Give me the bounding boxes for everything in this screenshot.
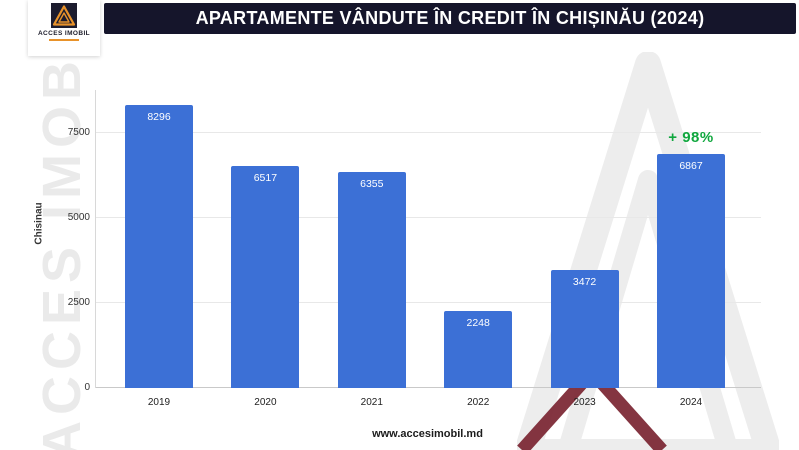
x-tick-label: 2019 (147, 397, 171, 408)
bar-2020: 6517 (231, 166, 300, 388)
x-tick-label: 2022 (467, 397, 490, 408)
bar-value-label: 6867 (679, 160, 703, 173)
x-tick-label: 2021 (360, 397, 383, 408)
chart-title-bar: APARTAMENTE VÂNDUTE ÎN CREDIT ÎN CHIȘINĂ… (104, 3, 796, 34)
logo-card: ACCES IMOBIL (28, 0, 100, 56)
bar-2024: 6867 (657, 154, 725, 388)
y-tick-label: 5000 (67, 211, 90, 223)
growth-annotation: + 98% (668, 129, 714, 147)
website-url: www.accesimobil.md (372, 428, 483, 440)
bar-value-label: 3472 (572, 275, 597, 288)
plot-area: 0 2500 5000 7500 8296 2019 6517 2020 6355 2021 224… (68, 90, 761, 408)
bar-2021: 6355 (337, 171, 406, 388)
bar-2023: 3472 (550, 269, 619, 388)
y-tick-label: 2500 (67, 296, 90, 308)
y-tick-label: 0 (84, 382, 90, 393)
x-tick-label: 2023 (573, 397, 596, 408)
x-tick-label: 2024 (679, 397, 703, 408)
gridline (96, 387, 761, 388)
bar-2019: 8296 (125, 105, 193, 388)
logo-name: ACCES IMOBIL (37, 30, 91, 37)
bar-value-label: 2248 (466, 317, 490, 330)
x-tick-label: 2020 (254, 397, 277, 408)
bar-value-label: 8296 (147, 111, 171, 124)
bar-2022: 2248 (444, 311, 513, 388)
logo-underline (49, 39, 79, 41)
y-tick-label: 7500 (67, 126, 90, 138)
acces-imobil-logo-icon (51, 3, 77, 28)
bar-value-label: 6517 (253, 172, 278, 185)
gridline (96, 131, 761, 133)
bar-value-label: 6355 (360, 177, 384, 190)
gridline (96, 301, 761, 303)
y-axis-title: Chisinau (33, 202, 45, 245)
gridline (96, 216, 761, 218)
